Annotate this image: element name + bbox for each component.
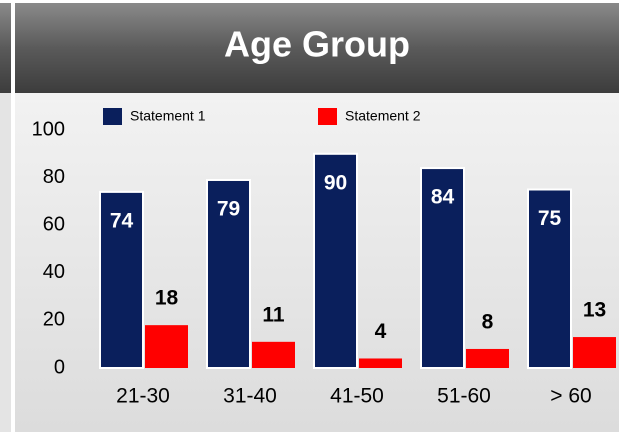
bar	[527, 188, 572, 369]
legend-label: Statement 2	[345, 108, 421, 124]
y-tick-label: 40	[43, 261, 65, 283]
y-tick-label: 0	[54, 356, 65, 378]
bar	[206, 178, 251, 369]
value-label: 84	[431, 186, 455, 209]
x-tick-label: 31-40	[223, 385, 277, 408]
header	[15, 3, 619, 93]
value-label: 13	[583, 299, 606, 322]
value-label: 11	[262, 303, 285, 326]
bar	[313, 152, 358, 369]
y-tick-label: 20	[43, 309, 65, 331]
bar	[420, 167, 465, 369]
legend-swatch	[318, 108, 337, 125]
side-panel	[0, 93, 11, 432]
value-label: 74	[110, 209, 134, 232]
x-tick-label: 21-30	[116, 385, 170, 408]
bar	[252, 341, 295, 368]
value-label: 79	[217, 198, 240, 221]
value-label: 18	[155, 287, 179, 310]
chart-title: Age Group	[224, 24, 410, 65]
legend-label: Statement 1	[130, 108, 206, 124]
x-tick-label: 41-50	[330, 385, 384, 408]
value-label: 90	[324, 171, 347, 194]
y-tick-label: 100	[32, 118, 65, 140]
y-tick-label: 60	[43, 213, 65, 235]
bar	[573, 337, 616, 368]
x-tick-label: 51-60	[437, 385, 491, 408]
value-label: 8	[482, 311, 494, 334]
value-label: 4	[375, 320, 387, 343]
side-panel-header	[0, 3, 11, 93]
legend-swatch	[103, 108, 122, 125]
bar	[99, 190, 144, 369]
value-label: 75	[538, 207, 562, 230]
x-tick-label: > 60	[550, 385, 591, 408]
bar	[466, 348, 509, 368]
y-tick-label: 80	[43, 166, 65, 188]
bar	[145, 325, 188, 368]
bar	[359, 358, 402, 368]
